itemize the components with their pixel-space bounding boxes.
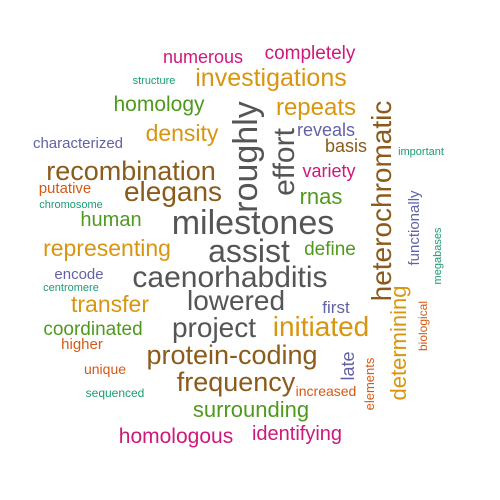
word-homology: homology [113,93,205,116]
word-higher: higher [61,336,103,353]
word-encode: encode [54,266,103,283]
word-roughly: roughly [227,101,265,213]
word-numerous: numerous [163,47,243,67]
word-elegans: elegans [124,176,222,207]
word-completely: completely [265,43,356,64]
word-biological: biological [416,301,430,351]
word-effort: effort [268,127,301,195]
word-functionally: functionally [406,190,423,266]
word-project: project [172,312,256,343]
word-determining: determining [386,286,411,401]
word-rnas: rnas [300,184,343,209]
word-unique: unique [84,361,126,377]
word-human: human [80,209,141,231]
word-structure: structure [133,75,176,87]
word-milestones: milestones [172,204,335,242]
word-sequenced: sequenced [86,386,145,400]
word-investigations: investigations [195,64,346,92]
word-surrounding: surrounding [193,397,309,422]
word-assist: assist [208,233,290,269]
word-characterized: characterized [33,135,123,152]
word-heterochromatic: heterochromatic [366,101,397,302]
word-frequency: frequency [177,367,296,397]
word-transfer: transfer [71,291,149,317]
word-protein-coding: protein-coding [146,340,317,370]
word-coordinated: coordinated [43,319,142,340]
word-reveals: reveals [297,120,355,140]
word-centromere: centromere [43,282,99,294]
word-recombination: recombination [46,156,216,186]
word-lowered: lowered [187,285,285,316]
word-identifying: identifying [252,423,342,445]
word-representing: representing [43,235,171,261]
word-chromosome: chromosome [39,199,103,211]
word-elements: elements [362,357,377,410]
word-first: first [322,298,350,317]
word-putative: putative [39,180,92,197]
word-variety: variety [302,161,355,181]
word-initiated: initiated [273,311,370,342]
word-homologous: homologous [119,425,233,448]
word-megabases: megabases [432,227,444,284]
word-define: define [304,239,356,260]
word-density: density [146,120,219,146]
word-late: late [338,351,358,380]
word-important: important [398,146,444,158]
word-caenorhabditis: caenorhabditis [132,261,327,294]
word-repeats: repeats [276,94,356,121]
word-increased: increased [296,383,357,399]
word-basis: basis [325,136,367,156]
